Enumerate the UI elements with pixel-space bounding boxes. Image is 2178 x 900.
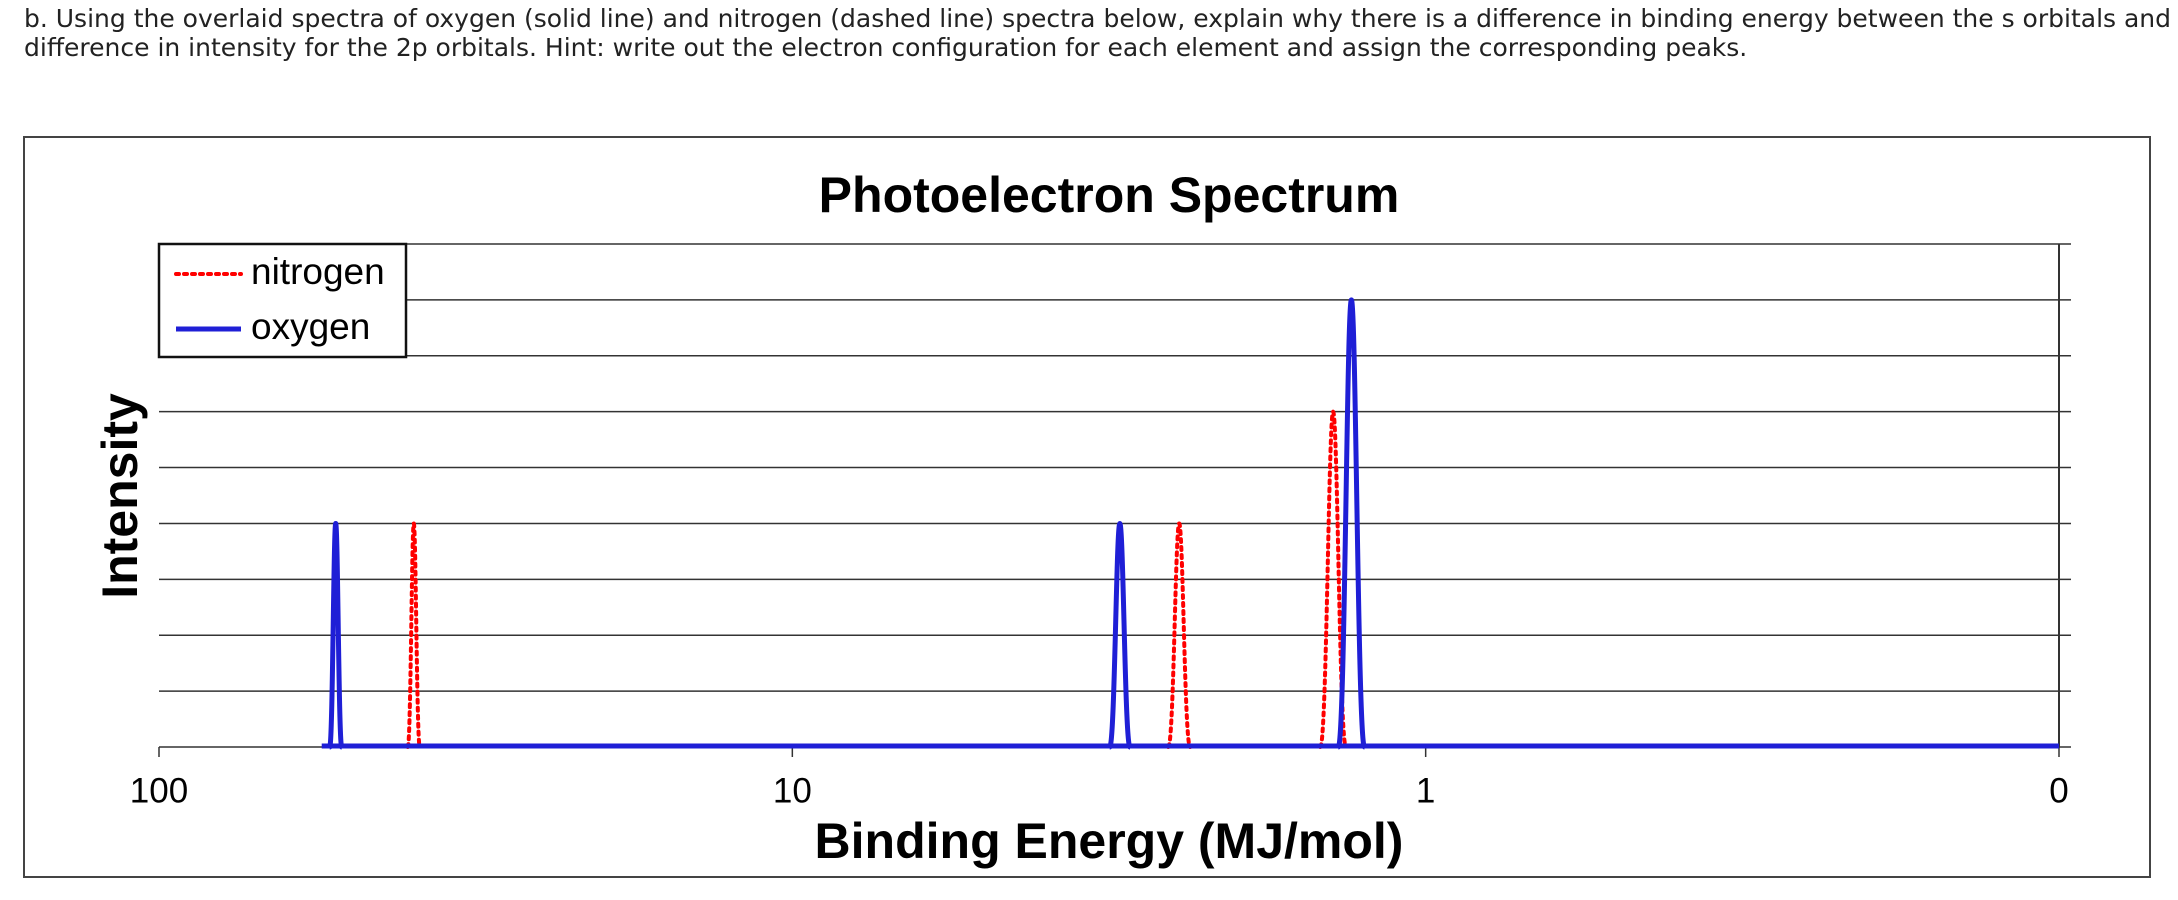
spectrum-peak [1335,297,1367,750]
question-line: b. Using the overlaid spectra of oxygen … [24,4,2178,33]
legend-label: oxygen [251,306,370,347]
x-tick-label: 0 [2049,771,2068,810]
chart-title: Photoelectron Spectrum [819,167,1400,223]
x-axis-label: Binding Energy (MJ/mol) [815,813,1404,869]
legend-box [157,242,408,359]
x-tick-label: 1 [1416,771,1435,810]
spectrum-peak [405,521,422,749]
x-tick-label: 10 [773,771,812,810]
spectrum-peak [1166,521,1193,749]
legend-label: nitrogen [251,251,385,292]
spectrum-peak [327,520,345,750]
question-line: difference in intensity for the 2p orbit… [24,33,1748,62]
spectrum-peak [1107,520,1133,750]
y-axis-label: Intensity [92,393,148,599]
x-tick-label: 100 [130,771,188,810]
